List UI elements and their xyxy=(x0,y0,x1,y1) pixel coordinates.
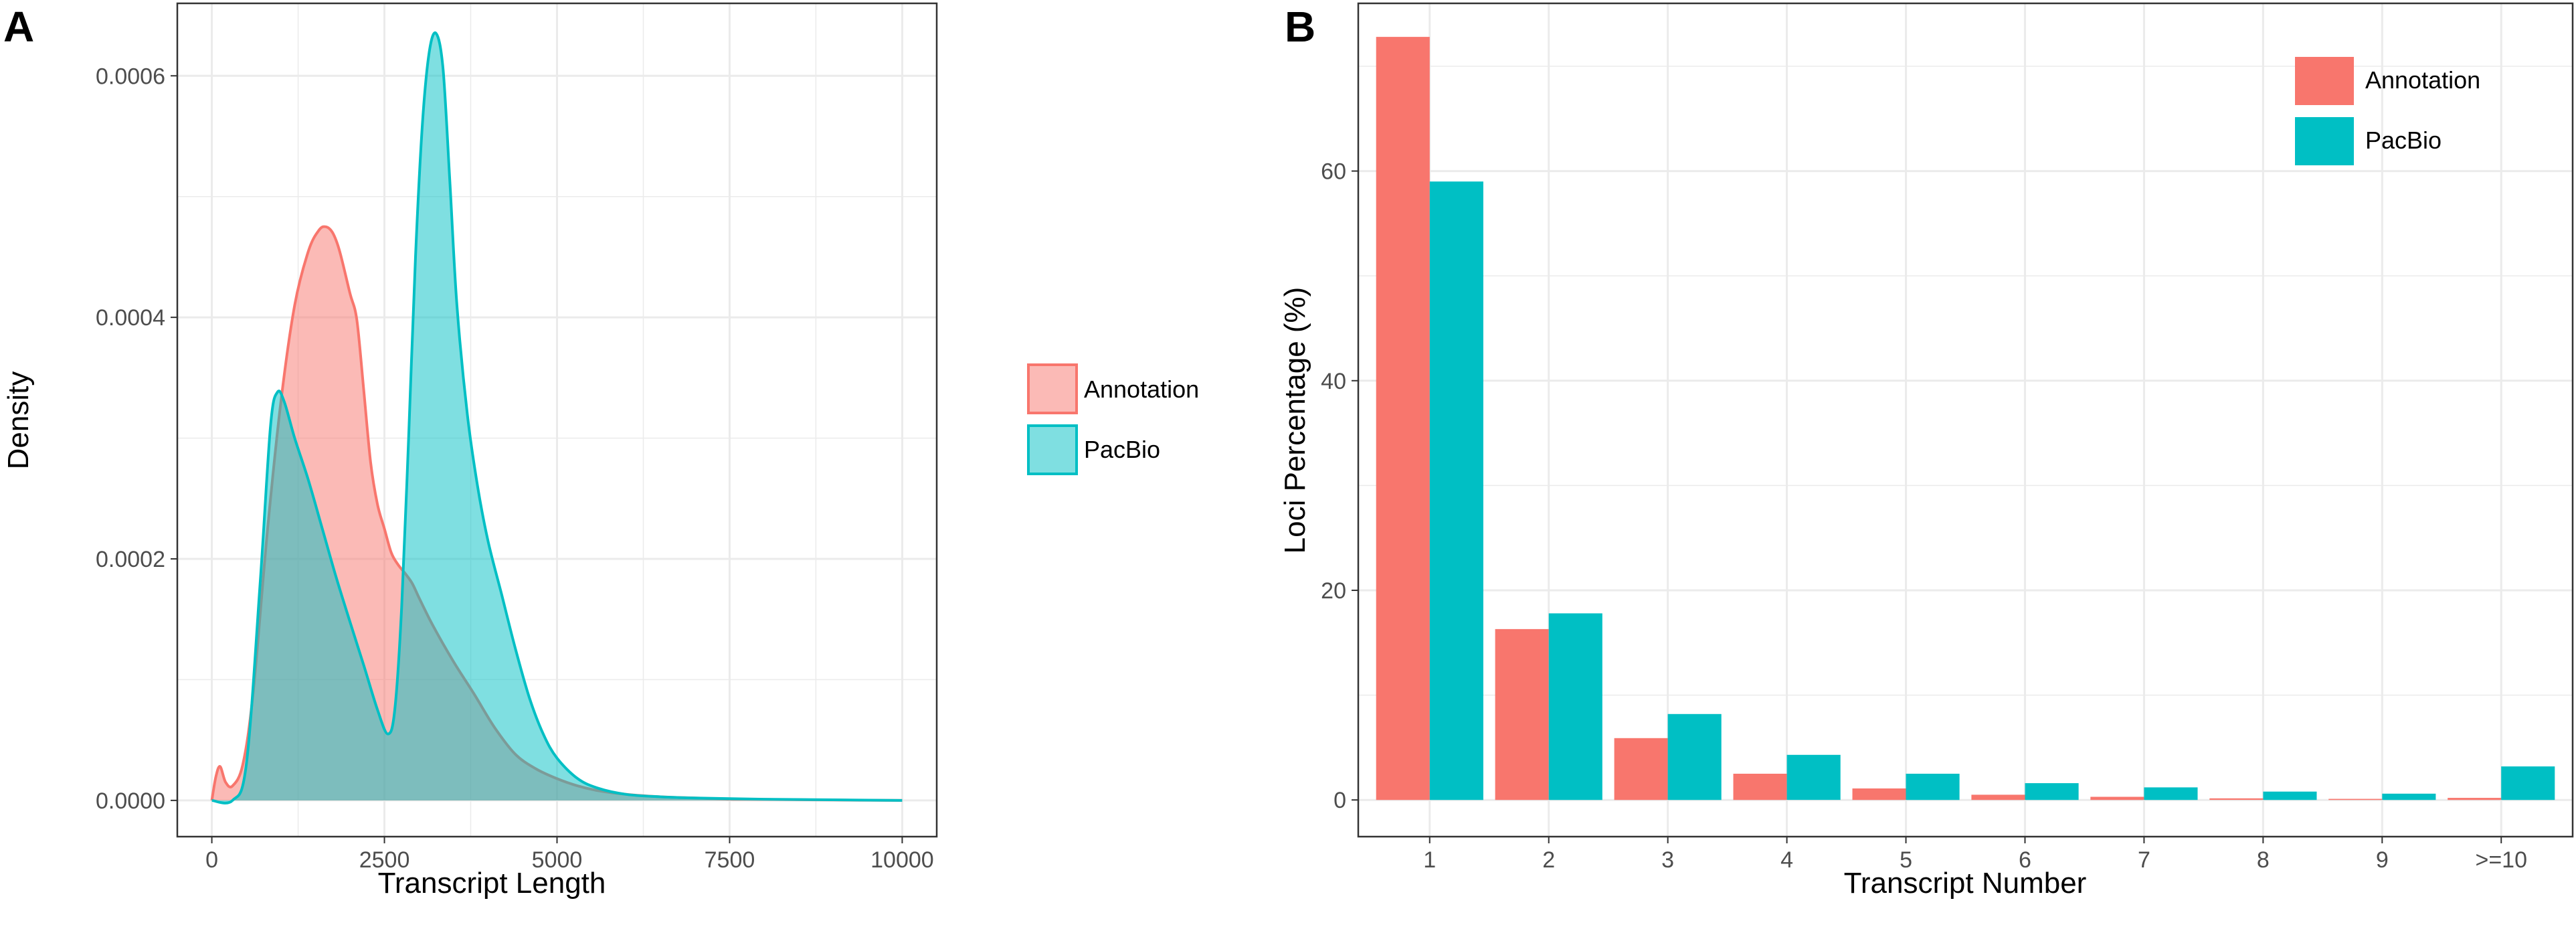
panel-b-frame xyxy=(1357,2,2574,838)
panel-b-x-axis: 1 2 3 4 5 6 7 8 9 >=10 xyxy=(1423,837,2527,873)
bar-annotation-7 xyxy=(2090,796,2144,800)
density-area-annotation xyxy=(211,226,903,800)
x-tick-label-5: 5 xyxy=(1900,847,1912,873)
panel-b: B 0 20 40 60 1 2 3 4 5 6 7 8 9 >=10 Transcript Numbe… xyxy=(1279,2,2574,900)
y-tick-label-40: 40 xyxy=(1321,369,1346,394)
legend-label-pacbio: PacBio xyxy=(2365,126,2442,154)
legend-key-pacbio xyxy=(2295,117,2354,165)
bar-pacbio-6 xyxy=(2025,783,2079,800)
legend-key-pacbio xyxy=(1027,424,1078,475)
x-tick-label-6: 6 xyxy=(2019,847,2031,873)
x-tick-label-2500: 2500 xyxy=(359,847,410,873)
bar-annotation-3 xyxy=(1614,738,1668,800)
x-tick-label-10000: 10000 xyxy=(870,847,934,873)
x-tick-label-7500: 7500 xyxy=(705,847,755,873)
panel-b-x-axis-title: Transcript Number xyxy=(1844,867,2087,900)
bar-pacbio-ge10 xyxy=(2501,766,2555,800)
bar-annotation-5 xyxy=(1852,788,1906,800)
panel-b-y-axis-title: Loci Percentage (%) xyxy=(1279,287,1311,554)
x-tick-label-8: 8 xyxy=(2257,847,2270,873)
bar-annotation-4 xyxy=(1733,774,1787,800)
panel-a-label: A xyxy=(3,3,34,51)
y-tick-label-0-0006: 0.0006 xyxy=(96,64,165,89)
bar-pacbio-7 xyxy=(2144,787,2198,800)
x-tick-label-7: 7 xyxy=(2138,847,2150,873)
bar-pacbio-3 xyxy=(1667,713,1722,800)
panel-a-y-axis: 0.0000 0.0002 0.0004 0.0006 xyxy=(96,64,177,814)
x-tick-label-2: 2 xyxy=(1542,847,1555,873)
density-area-pacbio xyxy=(211,32,903,803)
bar-annotation-6 xyxy=(1971,794,2025,800)
bar-annotation-8 xyxy=(2209,798,2264,800)
bar-pacbio-8 xyxy=(2263,791,2317,800)
y-tick-label-0-0004: 0.0004 xyxy=(96,305,165,331)
y-tick-label-0: 0 xyxy=(1333,788,1346,813)
bar-pacbio-9 xyxy=(2382,793,2436,800)
bar-pacbio-1 xyxy=(1429,181,1483,800)
x-tick-label-4: 4 xyxy=(1780,847,1793,873)
bar-annotation-9 xyxy=(2328,798,2383,800)
panel-a: A 0.0000 0.0002 0.0004 0.0006 0 2500 5000 7500… xyxy=(2,2,1199,900)
x-tick-label-0: 0 xyxy=(205,847,218,873)
legend-label-annotation: Annotation xyxy=(2365,66,2480,94)
y-tick-label-0-0002: 0.0002 xyxy=(96,547,165,572)
x-tick-label-9: 9 xyxy=(2376,847,2389,873)
legend-label-annotation: Annotation xyxy=(1084,375,1199,403)
panel-b-label: B xyxy=(1285,3,1315,51)
panel-a-y-axis-title: Density xyxy=(2,371,35,470)
x-tick-label-ge10: >=10 xyxy=(2475,847,2527,873)
x-tick-label-3: 3 xyxy=(1661,847,1674,873)
density-line-pacbio xyxy=(211,31,903,805)
bar-pacbio-2 xyxy=(1548,613,1602,800)
bar-annotation-2 xyxy=(1495,628,1549,800)
panel-a-x-axis-title: Transcript Length xyxy=(378,867,606,900)
bar-annotation-ge10 xyxy=(2448,798,2502,800)
panel-b-legend: Annotation PacBio xyxy=(2295,57,2480,165)
panel-b-bars xyxy=(1376,37,2555,800)
panel-a-x-axis: 0 2500 5000 7500 10000 xyxy=(205,837,934,873)
y-tick-label-0-0000: 0.0000 xyxy=(96,788,165,814)
y-tick-label-60: 60 xyxy=(1321,159,1346,185)
legend-label-pacbio: PacBio xyxy=(1084,436,1160,463)
panel-b-y-axis: 0 20 40 60 xyxy=(1321,159,1358,813)
bar-annotation-1 xyxy=(1376,37,1430,800)
x-tick-label-5000: 5000 xyxy=(532,847,583,873)
bar-pacbio-5 xyxy=(1906,774,1960,800)
x-tick-label-1: 1 xyxy=(1423,847,1436,873)
y-tick-label-20: 20 xyxy=(1321,578,1346,604)
legend-key-annotation xyxy=(2295,57,2354,105)
legend-key-annotation xyxy=(1027,363,1078,414)
bar-pacbio-4 xyxy=(1786,754,1841,800)
panel-a-density-areas xyxy=(210,31,903,805)
panel-a-legend: Annotation PacBio xyxy=(1027,363,1199,475)
